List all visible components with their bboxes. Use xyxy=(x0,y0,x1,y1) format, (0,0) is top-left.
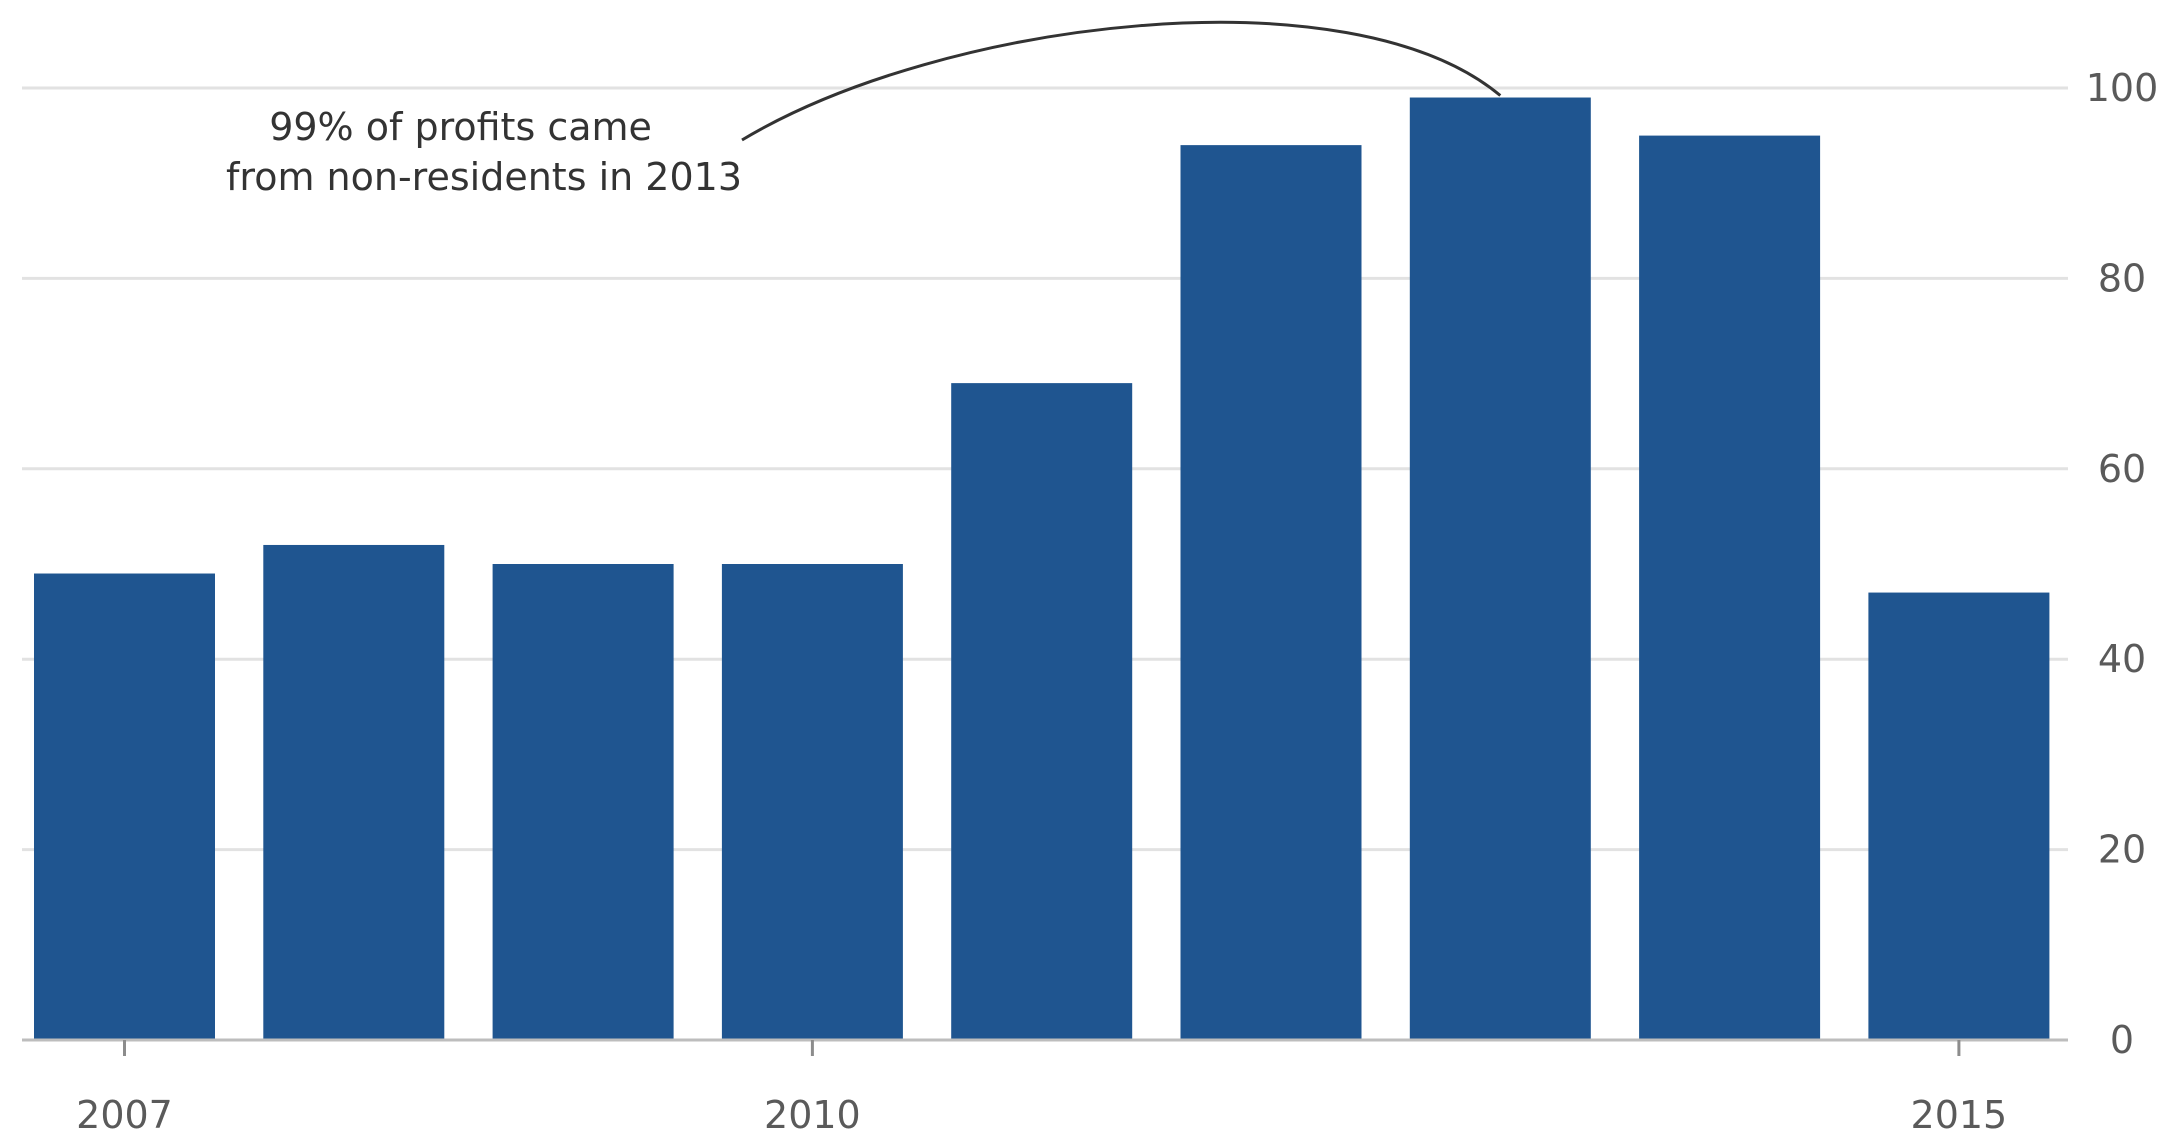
annotation-line-2: from non-residents in 2013 xyxy=(226,155,742,199)
x-tick-label-2015: 2015 xyxy=(1911,1093,2008,1137)
annotation-leader-line xyxy=(741,20,1502,142)
bar-2010 xyxy=(721,564,903,1040)
y-tick-label-60: 60 xyxy=(2098,447,2146,491)
bar-2013 xyxy=(1409,97,1591,1040)
axes: 0 20 40 60 80 100 2007 2010 2015 xyxy=(22,66,2158,1137)
bar-2009 xyxy=(492,564,674,1040)
y-tick-label-100: 100 xyxy=(2086,66,2159,110)
bar-2012 xyxy=(1180,145,1362,1040)
bar-2015 xyxy=(1868,592,2050,1040)
annotation: 99% of profits came from non-residents i… xyxy=(226,20,1502,199)
x-tick-label-2007: 2007 xyxy=(76,1093,173,1137)
y-tick-label-40: 40 xyxy=(2098,637,2146,681)
x-tick-label-2010: 2010 xyxy=(764,1093,861,1137)
bar-2007 xyxy=(34,573,215,1040)
bars xyxy=(34,97,2050,1041)
bar-2008 xyxy=(263,544,445,1040)
annotation-line-1: 99% of profits came xyxy=(269,105,652,149)
annotation-text: 99% of profits came from non-residents i… xyxy=(226,105,742,199)
bar-2011 xyxy=(951,383,1133,1040)
y-tick-label-0: 0 xyxy=(2110,1018,2134,1062)
y-tick-label-80: 80 xyxy=(2098,256,2146,300)
bar-2014 xyxy=(1639,135,1821,1041)
y-tick-label-20: 20 xyxy=(2098,828,2146,872)
